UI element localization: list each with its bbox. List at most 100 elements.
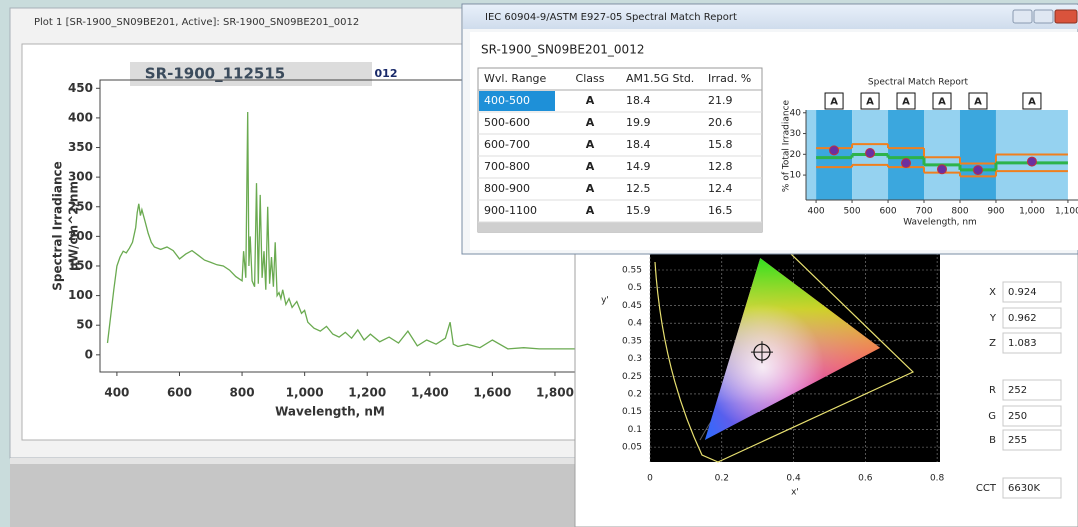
- y-tick-label: 100: [68, 288, 93, 302]
- field-box: [1002, 307, 1062, 329]
- x-tick-label: 0: [647, 474, 653, 484]
- table-cell: 18.4: [626, 138, 651, 151]
- x-tick-label: 900: [987, 207, 1004, 217]
- field-label: Y: [989, 313, 997, 324]
- x-axis-label: x': [791, 488, 799, 498]
- x-tick-label: 700: [915, 207, 932, 217]
- field-box: [1002, 405, 1062, 427]
- x-tick-label: 600: [879, 207, 896, 217]
- y-tick-label: 0.35: [622, 336, 642, 346]
- column-header: Class: [576, 72, 605, 85]
- x-tick-label: 800: [230, 386, 255, 400]
- table-cell: 900-1100: [484, 204, 537, 217]
- table-cell: A: [586, 204, 595, 217]
- overlay-label: SR-1900_112515: [145, 65, 285, 83]
- table-cell: 14.9: [626, 160, 651, 173]
- x-tick-label: 1,000: [286, 386, 324, 400]
- status-area: [10, 458, 580, 527]
- table-cell: 12.4: [708, 182, 733, 195]
- table-cell: 19.9: [626, 116, 651, 129]
- gamut-shading: [704, 258, 881, 440]
- field-value: 252: [1008, 385, 1027, 396]
- column-header: AM1.5G Std.: [626, 72, 694, 85]
- class-box: [824, 92, 844, 110]
- table-cell: 20.6: [708, 116, 733, 129]
- y-tick-label: 0.3: [628, 354, 642, 364]
- table-scrollbar: [478, 222, 762, 232]
- table-cell: 400-500: [484, 94, 530, 107]
- field-label: CCT: [976, 483, 997, 494]
- y-tick-label: 0.1: [628, 425, 642, 435]
- y-tick-label: 0.5: [628, 283, 642, 293]
- x-tick-label: 0.4: [786, 474, 801, 484]
- field-label: R: [989, 385, 996, 396]
- class-label: A: [866, 97, 874, 108]
- file-name: SR-1900_SN09BE201_0012: [481, 43, 644, 57]
- y-tick-label: 450: [68, 81, 93, 95]
- x-tick-label: 0.2: [715, 474, 729, 484]
- class-box: [968, 92, 988, 110]
- table-cell: A: [586, 116, 595, 129]
- class-label: A: [938, 97, 946, 108]
- status-strip: [10, 458, 580, 464]
- y-tick-label: 20: [790, 150, 802, 160]
- x-tick-label: 400: [104, 386, 129, 400]
- y-tick-label: 10: [790, 171, 802, 181]
- minimize-button[interactable]: [1012, 9, 1033, 24]
- class-box: [932, 92, 952, 110]
- x-tick-label: 400: [807, 207, 824, 217]
- field-label: G: [988, 411, 996, 422]
- maximize-button[interactable]: [1033, 9, 1054, 24]
- band: [806, 110, 817, 200]
- measured-point: [901, 158, 912, 169]
- y-tick-label: 0: [85, 347, 93, 361]
- close-button[interactable]: [1054, 9, 1078, 24]
- field-value: 255: [1008, 435, 1027, 446]
- field-label: B: [989, 435, 996, 446]
- chromaticity-overlay: [654, 252, 915, 463]
- y-tick-label: 150: [68, 258, 93, 272]
- y-axis-label: y': [601, 296, 609, 306]
- field-box: [1002, 379, 1062, 401]
- table-cell: A: [586, 182, 595, 195]
- title-bar: [463, 5, 1078, 29]
- y-tick-label: 0.2: [628, 389, 642, 399]
- table-cell: 500-600: [484, 116, 530, 129]
- x-tick-label: 0.8: [930, 474, 945, 484]
- y-tick-label: 0.05: [622, 443, 642, 453]
- field-value: 250: [1008, 411, 1027, 422]
- window-title: IEC 60904-9/ASTM E927-05 Spectral Match …: [485, 12, 737, 23]
- table-cell: 21.9: [708, 94, 733, 107]
- band: [888, 110, 925, 200]
- spectral-locus: [654, 252, 915, 463]
- table-cell: A: [586, 94, 595, 107]
- table-cell: 700-800: [484, 160, 530, 173]
- table-cell: 15.8: [708, 138, 733, 151]
- table-cell: 800-900: [484, 182, 530, 195]
- x-tick-label: 1,100: [1055, 207, 1078, 217]
- spectrum-line: [106, 111, 577, 350]
- measured-point: [865, 148, 876, 159]
- table-cell: 16.5: [708, 204, 733, 217]
- class-label: A: [902, 97, 910, 108]
- band: [959, 110, 996, 200]
- column-header: Irrad. %: [708, 72, 751, 85]
- field-label: Z: [989, 338, 996, 349]
- x-tick-label: 0.6: [858, 474, 873, 484]
- class-label: A: [1028, 97, 1036, 108]
- field-box: [1002, 429, 1062, 451]
- x-tick-label: 800: [951, 207, 968, 217]
- chromaticity-window: 0.05 0.1 0.15 0.2 0.25 0.3 0.35 0.4 0.45 0.5 0.55 0…: [574, 229, 1078, 527]
- table-cell: 12.5: [626, 182, 651, 195]
- measured-point: [829, 145, 840, 156]
- x-tick-label: 1,600: [473, 386, 511, 400]
- field-box: [1002, 477, 1062, 499]
- y-tick-label: 350: [68, 140, 93, 154]
- y-tick-label: 0.45: [622, 301, 642, 311]
- hidden-label: 012: [375, 67, 398, 80]
- y-tick-label: 0.15: [622, 407, 642, 417]
- table-cell: 18.4: [626, 94, 651, 107]
- x-tick-label: 500: [843, 207, 860, 217]
- x-tick-label: 1,200: [348, 386, 386, 400]
